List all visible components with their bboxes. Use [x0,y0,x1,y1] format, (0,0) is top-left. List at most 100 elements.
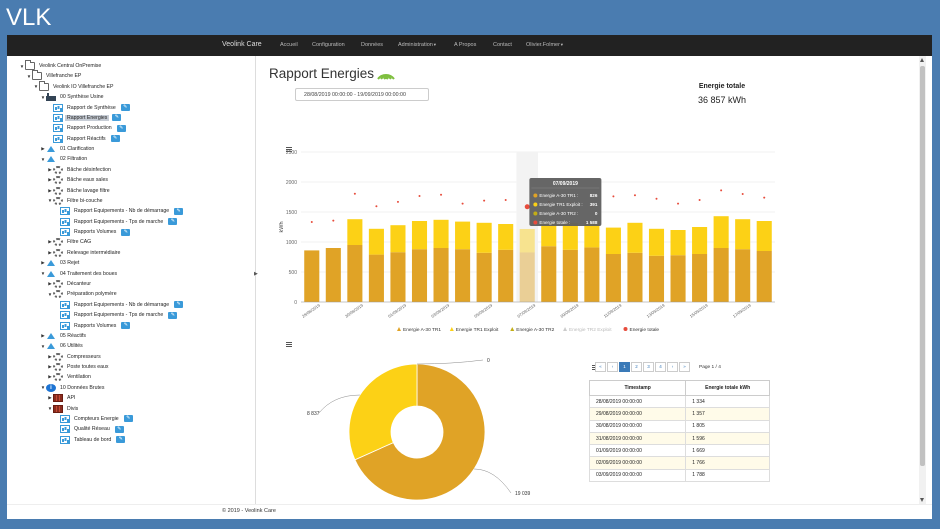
tree-item[interactable]: ▶ Décanteur [47,279,93,289]
nav-donnees[interactable]: Données [361,42,384,48]
collapse-icon[interactable]: ▼ [47,406,53,412]
legend-item[interactable]: Energie A-30 TR2 [510,327,555,333]
bar-segment[interactable] [692,254,708,302]
edit-icon[interactable]: ✎ [168,218,178,226]
legend-item[interactable]: Energie TR1 Exploit [449,327,499,333]
collapse-icon[interactable]: ▼ [47,198,53,204]
total-point[interactable] [461,202,464,205]
scrollbar[interactable] [919,56,926,504]
bar-segment[interactable] [670,255,686,302]
expand-icon[interactable]: ▶ [48,166,52,172]
tree-item-label[interactable]: Qualité Réseau [74,426,110,433]
tree-item[interactable]: ▼ Divis [47,404,80,414]
expand-icon[interactable]: ▶ [48,239,52,245]
pie-menu-icon[interactable] [286,342,292,347]
total-point[interactable] [375,205,378,208]
tree-item-label[interactable]: 04 Traitement des boues [60,270,118,277]
tree-item-label[interactable]: Villefranche EP [46,73,82,80]
tree-item-label[interactable]: Rapport Equipements - Nb de démarrage [74,301,170,308]
tree-item[interactable]: ▶ Ventilation [47,372,93,382]
bar-segment[interactable] [713,248,729,302]
page-button[interactable]: 3 [643,362,654,372]
tree-item-label[interactable]: Tableau de bord [74,436,112,443]
edit-icon[interactable]: ✎ [112,114,122,122]
bar-segment[interactable] [433,248,449,302]
bar-segment[interactable] [390,252,406,302]
bar-segment[interactable] [519,252,535,302]
tree-item-label[interactable]: Rapport Energies [65,114,110,121]
tree-item-label[interactable]: Compresseurs [67,353,101,360]
bar-segment[interactable] [455,221,471,250]
total-point[interactable] [720,189,723,192]
total-point[interactable] [332,219,335,222]
tree-item[interactable]: Rapport Production ✎ [47,123,126,133]
bar-segment[interactable] [498,249,514,302]
expand-icon[interactable]: ▶ [48,395,52,401]
edit-icon[interactable]: ✎ [116,124,126,132]
total-point[interactable] [741,193,744,195]
tree-item-label[interactable]: Rapports Volumes [74,229,117,236]
collapse-icon[interactable]: ▼ [40,271,46,277]
tree-item[interactable]: ▼ 00 Synthèse Usine [40,92,106,102]
tree-item-label[interactable]: Poste toutes eaux [67,364,109,371]
tree-item[interactable]: Rapport Equipements - Tps de marche ✎ [54,217,178,227]
scroll-down-icon[interactable] [920,498,924,502]
tree-item[interactable]: ▼ Villefranche EP [26,70,83,81]
bar-segment[interactable] [519,228,535,253]
tree-item[interactable]: ▼ Veolink Central OnPremise [19,60,103,71]
tree-item-label[interactable]: Veolink IO Villefranche EP [53,83,114,90]
tree-item[interactable]: Rapports Volumes ✎ [54,227,131,237]
edit-icon[interactable]: ✎ [174,301,184,309]
navbar-brand[interactable]: Veolink Care [222,41,262,48]
expand-icon[interactable]: ▶ [48,187,52,193]
tree-item[interactable]: ▶ 05 Réactifs [40,331,88,341]
collapse-icon[interactable]: ▼ [47,291,53,297]
bar-segment[interactable] [455,249,471,302]
bar-segment[interactable] [627,252,643,302]
tree-item-label[interactable]: 06 Utilités [60,343,83,350]
tree-item-label[interactable]: Filtre CAG [67,239,92,246]
bar-segment[interactable] [368,254,384,302]
total-point[interactable] [612,195,615,198]
nav-user-menu[interactable]: Olivier.Folmer▼ [526,42,564,48]
tree-item[interactable]: Rapports Volumes ✎ [54,321,131,331]
total-point[interactable] [763,196,766,199]
tree-item[interactable]: ▼ Veolink IO Villefranche EP [33,80,115,92]
legend-item[interactable]: Energie A-30 TR1 [397,327,441,333]
nav-administration[interactable]: Administration▼ [398,42,437,48]
bar-segment[interactable] [648,228,665,256]
collapse-icon[interactable]: ▼ [40,343,46,349]
tree-item-label[interactable]: Ventilation [67,374,91,381]
tree-item[interactable]: Rapport Energies ✎ [47,113,122,123]
total-point[interactable] [698,199,701,201]
bar-segment[interactable] [670,230,686,256]
tree-item[interactable]: ▶ 01 Clarification [40,144,96,154]
total-point[interactable] [353,192,356,195]
tree-item[interactable]: Qualité Réseau ✎ [54,424,124,434]
tree-item-label[interactable]: Bâche désinfection [67,166,111,173]
expand-icon[interactable]: ▶ [48,374,52,380]
nav-apropos[interactable]: A Propos [454,42,477,48]
page-button[interactable]: » [679,362,690,372]
page-button[interactable]: « [595,362,606,372]
tree-item[interactable]: Rapport de Synthèse ✎ [47,103,130,113]
tree-item-label[interactable]: Rapport de Synthèse [67,104,116,111]
bar-segment[interactable] [648,255,665,302]
legend-item[interactable]: Energie totale [623,327,660,333]
tree-item-label[interactable]: Rapport Production [67,125,112,132]
tree-item[interactable]: ▶ 03 Rejet [40,258,81,268]
page-button[interactable]: 4 [655,362,666,372]
total-point[interactable] [483,199,486,202]
total-point[interactable] [396,200,399,203]
tree-item-label[interactable]: Préparation polymère [67,291,117,298]
total-point[interactable] [633,194,636,197]
scrollbar-thumb[interactable] [920,66,925,466]
bar-segment[interactable] [735,249,751,302]
bar-segment[interactable] [605,254,621,302]
tree-item-label[interactable]: 10 Données Brutes [60,384,105,391]
tree-item[interactable]: ▼ 06 Utilités [40,341,85,351]
tree-item-label[interactable]: Rapports Volumes [74,322,117,329]
tree-item-label[interactable]: API [67,395,76,402]
tree-item-label[interactable]: Bâche eaux sales [67,177,108,184]
edit-icon[interactable]: ✎ [123,415,133,423]
